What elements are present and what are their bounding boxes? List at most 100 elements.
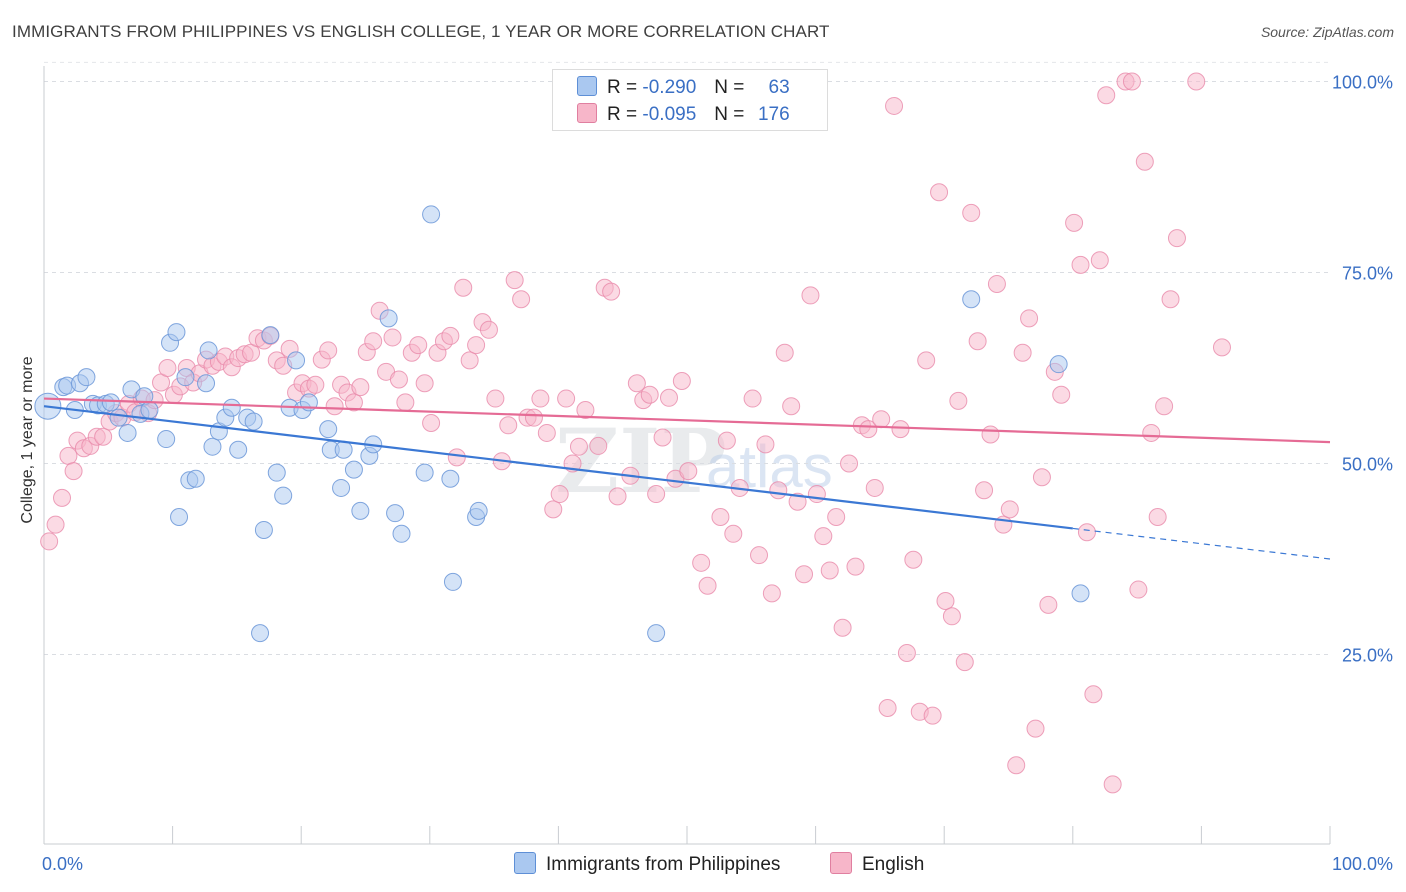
legend-n-label: N = xyxy=(714,77,745,98)
philippines-point xyxy=(386,504,405,523)
english-point xyxy=(415,374,434,393)
philippines-point xyxy=(962,290,981,309)
english-point xyxy=(383,328,402,347)
english-point xyxy=(64,462,83,481)
x-tick-label-max: 100.0% xyxy=(1332,854,1393,874)
english-point xyxy=(1097,86,1116,105)
english-point xyxy=(833,618,852,637)
english-point xyxy=(325,397,344,416)
philippines-point xyxy=(222,398,241,417)
english-point xyxy=(1122,72,1141,91)
legend-n-label: N = xyxy=(714,104,745,125)
english-point xyxy=(1039,595,1058,614)
english-point xyxy=(679,462,698,481)
english-point xyxy=(936,592,955,611)
english-point xyxy=(59,446,78,465)
english-points xyxy=(40,72,1231,794)
english-point xyxy=(955,653,974,672)
english-point xyxy=(1167,229,1186,248)
philippines-point xyxy=(186,469,205,488)
philippines-point xyxy=(157,430,176,449)
english-point xyxy=(917,351,936,370)
philippines-point xyxy=(167,323,186,342)
legend-swatch-philippines xyxy=(577,76,597,96)
english-point xyxy=(878,698,897,717)
english-point xyxy=(891,420,910,439)
english-point xyxy=(512,290,531,309)
bottom-legend-english: English xyxy=(830,852,924,876)
legend-n-philippines: 63 xyxy=(768,77,790,98)
legend-r-english: -0.095 xyxy=(642,104,697,125)
source-credit: Source: ZipAtlas.com xyxy=(1260,24,1394,40)
english-point xyxy=(602,282,621,301)
english-point xyxy=(750,546,769,565)
english-point xyxy=(859,420,878,439)
english-point xyxy=(975,481,994,500)
english-point xyxy=(897,643,916,662)
philippines-point xyxy=(140,401,159,420)
english-point xyxy=(962,203,981,222)
english-point xyxy=(569,437,588,456)
english-point xyxy=(981,425,1000,444)
english-point xyxy=(711,507,730,526)
english-point xyxy=(743,389,762,408)
legend-n-english: 176 xyxy=(757,104,790,125)
bottom-swatch-english xyxy=(830,852,852,874)
stats-legend: R = -0.290 N = 63 R = -0.095 N = 176 xyxy=(552,69,828,131)
philippines-point xyxy=(274,486,293,505)
legend-r-label: R = xyxy=(607,104,638,125)
english-point xyxy=(949,391,968,410)
watermark-zip: ZIP xyxy=(555,409,727,513)
english-point xyxy=(782,397,801,416)
philippines-point xyxy=(351,501,370,520)
english-point xyxy=(467,336,486,355)
english-point xyxy=(557,389,576,408)
english-point xyxy=(1142,423,1161,442)
philippines-point xyxy=(392,524,411,543)
legend-row-philippines: R = -0.290 N = 63 xyxy=(577,76,790,99)
english-point xyxy=(306,375,325,394)
english-point xyxy=(1032,468,1051,487)
legend-r-label: R = xyxy=(607,77,638,98)
english-point xyxy=(1090,251,1109,270)
philippines-point xyxy=(267,463,286,482)
philippines-point xyxy=(1049,355,1068,374)
english-point xyxy=(820,561,839,580)
english-point xyxy=(158,359,177,377)
english-point xyxy=(827,507,846,526)
philippines-point xyxy=(287,351,306,370)
philippines-point xyxy=(176,368,195,387)
philippines-point xyxy=(1071,584,1090,603)
philippines-point xyxy=(379,309,398,328)
english-point xyxy=(479,320,498,339)
philippines-point xyxy=(344,460,363,479)
philippines-trend-extension xyxy=(1072,527,1331,560)
english-point xyxy=(1020,309,1039,328)
english-point xyxy=(807,485,826,504)
english-point xyxy=(389,370,408,389)
english-point xyxy=(1000,500,1019,519)
philippines-point xyxy=(77,368,96,387)
english-point xyxy=(409,336,428,355)
english-point xyxy=(1071,255,1090,274)
english-point xyxy=(640,385,659,404)
philippines-point xyxy=(251,624,270,643)
english-point xyxy=(1007,756,1026,775)
english-point xyxy=(968,332,987,351)
english-point xyxy=(659,388,678,407)
english-point xyxy=(775,343,794,362)
english-point xyxy=(872,410,891,429)
english-point xyxy=(608,487,627,506)
english-point xyxy=(756,435,775,454)
legend-swatch-english xyxy=(577,103,597,123)
english-point xyxy=(422,414,441,433)
english-point xyxy=(1135,152,1154,171)
english-point xyxy=(46,515,65,534)
english-point xyxy=(717,431,736,450)
english-point xyxy=(923,706,942,725)
english-point xyxy=(865,478,884,497)
y-tick-label: 50.0% xyxy=(1342,455,1393,475)
english-point xyxy=(544,500,563,519)
english-point xyxy=(486,389,505,408)
